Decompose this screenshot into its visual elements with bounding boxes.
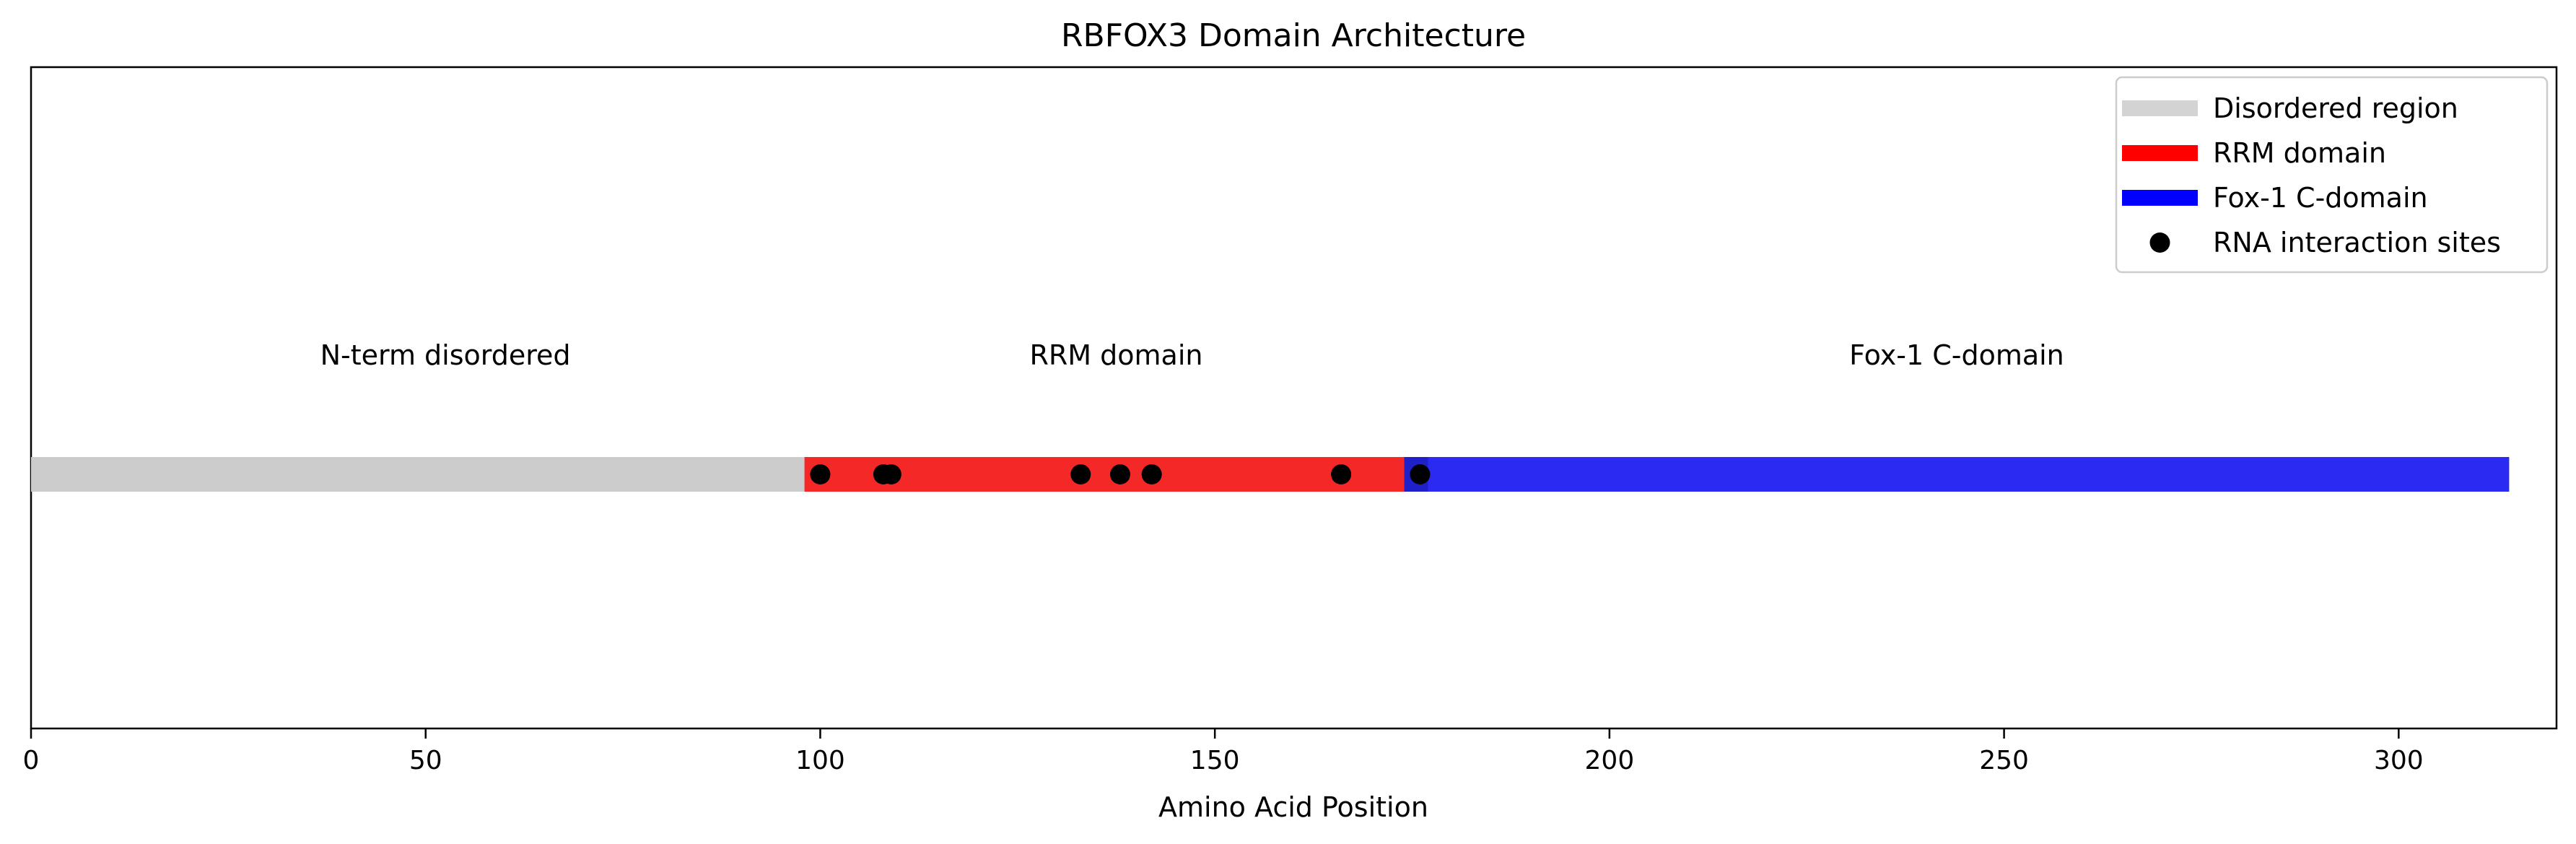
segment-core-2 [1407,461,2507,487]
rna-site-point-6 [1331,464,1352,484]
rna-interaction-points [810,464,1431,484]
x-axis: 0 50 100 150 200 250 300 [23,728,2424,775]
segment-core-1 [807,461,1402,487]
domain-segments [31,457,2510,492]
chart-title: RBFOX3 Domain Architecture [1061,17,1526,54]
legend-label-3: RNA interaction sites [2213,227,2501,258]
x-tick-label-4: 200 [1585,746,1635,775]
region-labels: N-term disordered RRM domain Fox-1 C-domai… [320,339,2064,371]
legend-items: Disordered region RRM domain Fox-1 C-domai… [2122,92,2501,258]
x-tick-label-3: 150 [1190,746,1240,775]
x-tick-label-2: 100 [795,746,845,775]
legend-label-2: Fox-1 C-domain [2213,182,2428,214]
segment-core-0 [34,461,802,487]
legend-swatch-1 [2122,145,2198,161]
region-label-2: Fox-1 C-domain [1849,339,2064,371]
legend-swatch-0 [2122,100,2198,116]
legend-frame [2115,76,2549,274]
legend-label-1: RRM domain [2213,137,2386,169]
x-tick-label-0: 0 [23,746,40,775]
rna-site-point-4 [1109,464,1130,484]
legend-label-0: Disordered region [2213,92,2458,124]
rna-site-point-0 [810,464,831,484]
legend-marker-3 [2149,232,2170,253]
region-label-1: RRM domain [1029,339,1202,371]
x-tick-label-6: 300 [2374,746,2424,775]
plot-frame [30,66,2558,730]
plot-area [30,66,2558,730]
rna-site-point-3 [1070,464,1091,484]
region-label-0: N-term disordered [320,339,571,371]
x-tick-label-1: 50 [409,746,442,775]
x-axis-label: Amino Acid Position [1158,791,1428,823]
rna-site-point-7 [1410,464,1431,484]
rna-site-point-5 [1141,464,1162,484]
legend-swatch-2 [2122,190,2198,206]
x-tick-label-5: 250 [1979,746,2029,775]
legend: Disordered region RRM domain Fox-1 C-domai… [2115,76,2549,274]
rna-site-point-2 [881,464,901,484]
